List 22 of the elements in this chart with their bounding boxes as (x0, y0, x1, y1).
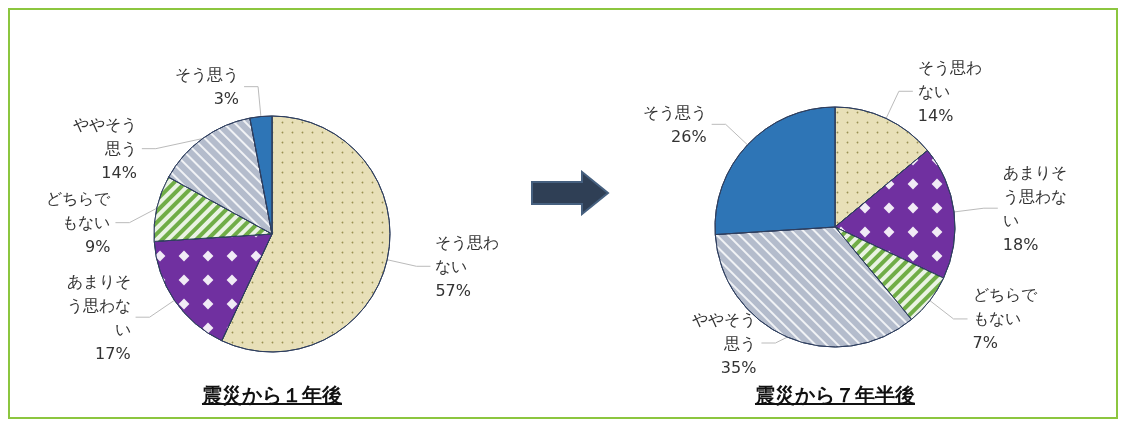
data-label: 14% (101, 163, 137, 183)
data-label: 18% (1002, 234, 1039, 254)
slice-label: ややそう思う (692, 309, 757, 353)
slice-label: そう思わない (917, 57, 982, 101)
slice-label: そう思わない (435, 232, 500, 276)
data-label: 9% (85, 237, 111, 257)
slice-label: ややそう思う (72, 115, 137, 159)
data-label: 17% (95, 343, 131, 363)
data-label: 35% (720, 357, 757, 377)
data-label: 57% (435, 280, 471, 300)
data-label: 26% (671, 126, 707, 146)
data-label: 7% (972, 333, 998, 353)
slice-label: そう思う (175, 65, 240, 85)
data-label: 14% (917, 105, 954, 125)
data-label: 3% (213, 89, 240, 109)
slice-label: あまりそう思わない (1002, 162, 1067, 230)
slice-label: あまりそう思わない (66, 271, 131, 339)
text: 震災から１年後 (201, 382, 343, 409)
slice-label: そう思う (642, 102, 707, 122)
slice-label: どちらでもない (46, 189, 112, 233)
slice-label: どちらでもない (972, 285, 1038, 329)
text: 震災から７年半後 (754, 382, 916, 409)
